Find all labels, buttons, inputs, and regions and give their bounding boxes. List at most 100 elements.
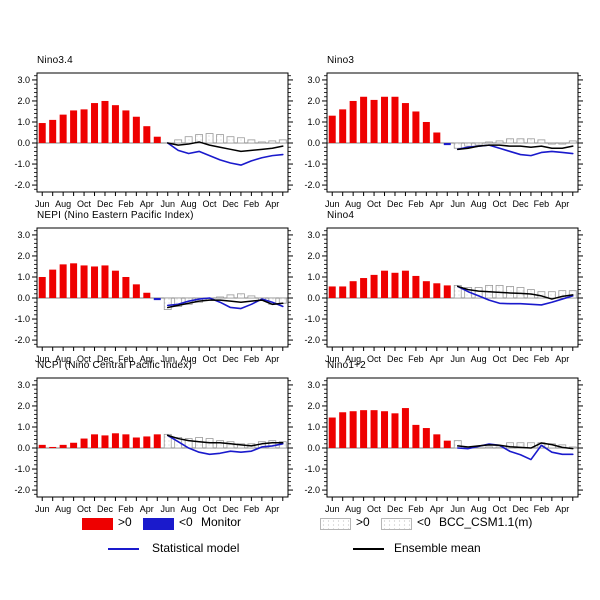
svg-text:Apr: Apr xyxy=(265,354,279,364)
svg-text:-2.0: -2.0 xyxy=(14,335,30,345)
svg-text:0.0: 0.0 xyxy=(17,443,30,453)
svg-text:Aug: Aug xyxy=(345,504,361,514)
svg-text:0.0: 0.0 xyxy=(17,138,30,148)
svg-text:Apr: Apr xyxy=(140,199,154,209)
svg-text:Apr: Apr xyxy=(140,354,154,364)
panel-nino3: Nino3 3.0 2.0 1.0 0.0 -1.0 -2.0 Jun Aug Oct Dec Fe… xyxy=(294,55,594,217)
panel-nino34: Nino3.4 3.0 2.0 1.0 0.0 -1.0 -2.0 Jun Aug Oct Dec… xyxy=(4,55,304,217)
svg-text:Aug: Aug xyxy=(55,504,71,514)
svg-text:Dec: Dec xyxy=(97,199,114,209)
svg-text:Jun: Jun xyxy=(325,504,340,514)
svg-text:Dec: Dec xyxy=(387,504,404,514)
svg-text:Feb: Feb xyxy=(408,504,424,514)
svg-text:2.0: 2.0 xyxy=(17,251,30,261)
svg-text:3.0: 3.0 xyxy=(17,75,30,85)
svg-text:-1.0: -1.0 xyxy=(14,159,30,169)
svg-text:-2.0: -2.0 xyxy=(14,485,30,495)
svg-text:Oct: Oct xyxy=(367,199,382,209)
svg-text:Feb: Feb xyxy=(244,504,260,514)
panel-title: Nino4 xyxy=(327,210,355,221)
svg-text:Jun: Jun xyxy=(450,199,465,209)
legend-ensemble-mean-label: Ensemble mean xyxy=(394,541,481,555)
svg-text:Dec: Dec xyxy=(97,504,114,514)
svg-text:Oct: Oct xyxy=(493,504,508,514)
svg-text:Oct: Oct xyxy=(203,504,218,514)
svg-text:1.0: 1.0 xyxy=(307,422,320,432)
panel-nepi: NEPI (Nino Eastern Pacific Index) 3.0 2.0… xyxy=(4,210,304,372)
panel-ncpi: NCPI (Nino Central Pacific Index) 3.0 2.0… xyxy=(4,360,304,522)
svg-text:-1.0: -1.0 xyxy=(304,314,320,324)
svg-text:Oct: Oct xyxy=(493,199,508,209)
panel-title: Nino3.4 xyxy=(37,55,73,66)
svg-text:Dec: Dec xyxy=(512,504,529,514)
svg-text:Jun: Jun xyxy=(160,354,175,364)
svg-text:2.0: 2.0 xyxy=(17,401,30,411)
panel-nino4: Nino4 3.0 2.0 1.0 0.0 -1.0 -2.0 Jun Aug Oct Dec Fe… xyxy=(294,210,594,372)
svg-text:Jun: Jun xyxy=(160,504,175,514)
svg-text:Jun: Jun xyxy=(450,354,465,364)
svg-text:Dec: Dec xyxy=(222,199,239,209)
svg-text:2.0: 2.0 xyxy=(307,251,320,261)
svg-text:-2.0: -2.0 xyxy=(14,180,30,190)
chart-nino3: 3.0 2.0 1.0 0.0 -1.0 -2.0 Jun Aug Oct Dec Feb Apr Ju… xyxy=(304,72,583,209)
svg-text:Dec: Dec xyxy=(387,199,404,209)
svg-text:Oct: Oct xyxy=(77,199,92,209)
svg-text:Jun: Jun xyxy=(35,354,50,364)
panel-title: NCPI (Nino Central Pacific Index) xyxy=(37,360,192,371)
chart-nino34: 3.0 2.0 1.0 0.0 -1.0 -2.0 Jun Aug Oct Dec Feb Apr Ju… xyxy=(14,72,293,209)
legend-statistical-model-line xyxy=(108,548,139,550)
svg-text:Feb: Feb xyxy=(118,199,134,209)
svg-text:2.0: 2.0 xyxy=(17,96,30,106)
svg-text:-2.0: -2.0 xyxy=(304,485,320,495)
svg-text:Oct: Oct xyxy=(367,504,382,514)
svg-text:3.0: 3.0 xyxy=(307,380,320,390)
chart-ncpi: 3.0 2.0 1.0 0.0 -1.0 -2.0 Jun Aug Oct Dec Feb Apr Ju… xyxy=(14,377,293,514)
svg-text:Aug: Aug xyxy=(181,354,197,364)
svg-text:Dec: Dec xyxy=(387,354,404,364)
svg-text:Aug: Aug xyxy=(471,354,487,364)
svg-text:3.0: 3.0 xyxy=(17,230,30,240)
svg-text:Dec: Dec xyxy=(222,354,239,364)
legend-statistical-model-label: Statistical model xyxy=(152,541,240,555)
svg-text:Feb: Feb xyxy=(244,199,260,209)
svg-text:Dec: Dec xyxy=(512,354,529,364)
svg-text:-1.0: -1.0 xyxy=(14,464,30,474)
svg-text:Oct: Oct xyxy=(493,354,508,364)
legend-ensemble-mean-line xyxy=(353,548,384,550)
panel-title: Nino1+2 xyxy=(327,360,366,371)
svg-text:Jun: Jun xyxy=(325,199,340,209)
svg-text:Feb: Feb xyxy=(244,354,260,364)
svg-text:-1.0: -1.0 xyxy=(14,314,30,324)
svg-text:-1.0: -1.0 xyxy=(304,159,320,169)
svg-text:Feb: Feb xyxy=(118,504,134,514)
svg-text:0.0: 0.0 xyxy=(17,293,30,303)
svg-text:Apr: Apr xyxy=(265,504,279,514)
svg-text:Aug: Aug xyxy=(55,354,71,364)
svg-text:1.0: 1.0 xyxy=(17,117,30,127)
svg-text:Oct: Oct xyxy=(203,354,218,364)
svg-text:Jun: Jun xyxy=(160,199,175,209)
svg-text:Aug: Aug xyxy=(181,504,197,514)
svg-text:Apr: Apr xyxy=(430,354,444,364)
svg-text:2.0: 2.0 xyxy=(307,401,320,411)
svg-text:3.0: 3.0 xyxy=(17,380,30,390)
svg-text:1.0: 1.0 xyxy=(17,422,30,432)
svg-text:3.0: 3.0 xyxy=(307,230,320,240)
svg-text:Apr: Apr xyxy=(555,504,569,514)
svg-text:Dec: Dec xyxy=(97,354,114,364)
svg-text:2.0: 2.0 xyxy=(307,96,320,106)
chart-nino12: 3.0 2.0 1.0 0.0 -1.0 -2.0 Jun Aug Oct Dec Feb Apr Ju… xyxy=(304,377,583,514)
panel-title: NEPI (Nino Eastern Pacific Index) xyxy=(37,210,194,221)
svg-text:1.0: 1.0 xyxy=(307,272,320,282)
svg-text:Aug: Aug xyxy=(181,199,197,209)
svg-text:Dec: Dec xyxy=(512,199,529,209)
svg-text:Apr: Apr xyxy=(555,354,569,364)
svg-text:Aug: Aug xyxy=(471,504,487,514)
svg-text:Jun: Jun xyxy=(325,354,340,364)
chart-nepi: 3.0 2.0 1.0 0.0 -1.0 -2.0 Jun Aug Oct Dec Feb Apr Ju… xyxy=(14,227,293,364)
svg-text:Feb: Feb xyxy=(534,504,550,514)
svg-text:0.0: 0.0 xyxy=(307,138,320,148)
svg-text:Jun: Jun xyxy=(35,504,50,514)
svg-text:Dec: Dec xyxy=(222,504,239,514)
svg-text:Apr: Apr xyxy=(430,504,444,514)
